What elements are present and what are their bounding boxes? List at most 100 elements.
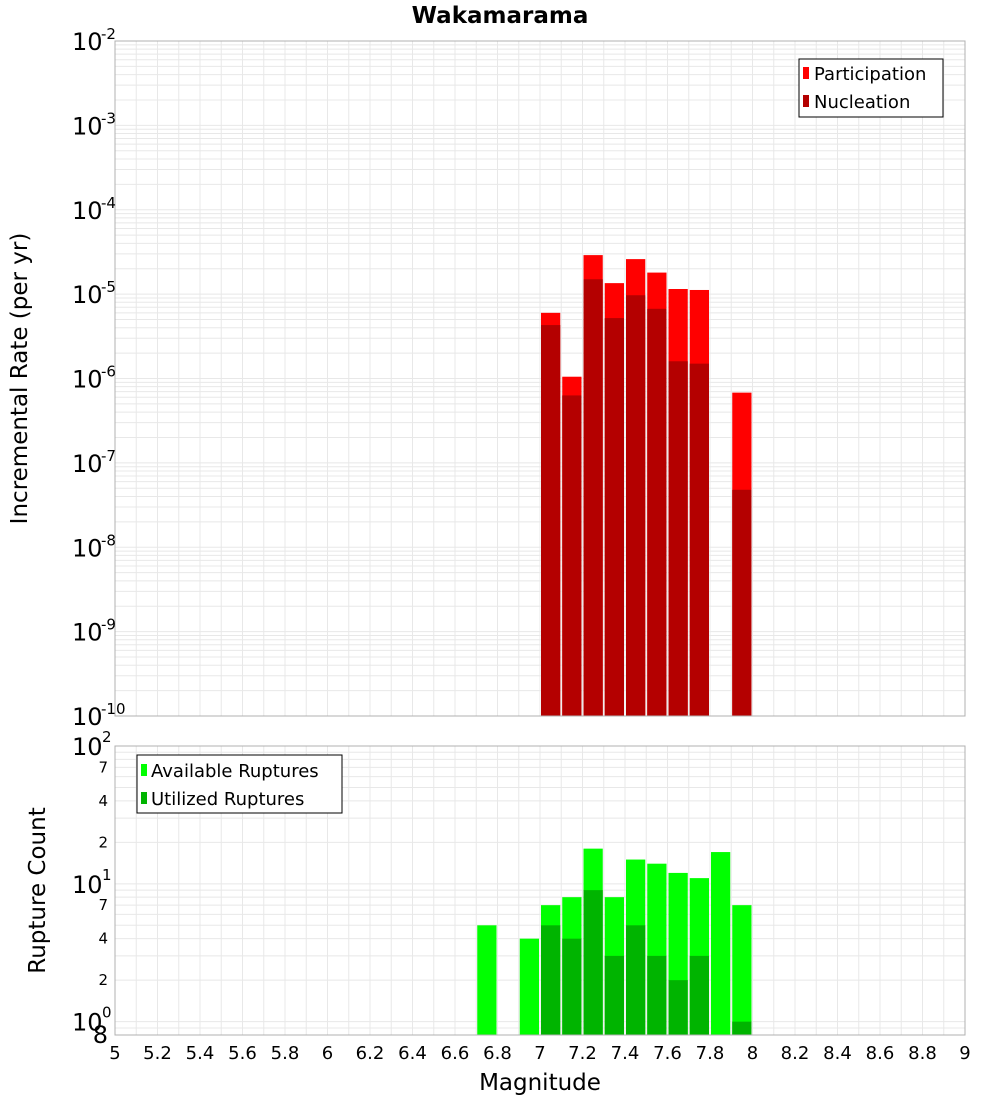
utilized-ruptures-bar: [689, 955, 709, 1035]
available-ruptures-bar: [732, 905, 752, 1035]
magnitude-x-tick-label: 7.4: [611, 1043, 640, 1064]
rate-legend-label: Nucleation: [814, 92, 910, 113]
utilized-ruptures-bar: [732, 1021, 752, 1035]
magnitude-x-tick-label: 6: [322, 1043, 333, 1064]
count-y-tick-exponent: 1: [102, 866, 112, 884]
nucleation-bar: [732, 489, 752, 716]
magnitude-x-tick-label: 7.8: [696, 1043, 725, 1064]
count-y-tick-base: 10: [72, 871, 103, 899]
utilized-ruptures-bar: [562, 938, 582, 1035]
magnitude-x-tick-label: 8.2: [781, 1043, 810, 1064]
nucleation-bar: [689, 363, 709, 716]
rate-y-tick-base: 10: [72, 281, 103, 309]
available-ruptures-bar: [519, 938, 539, 1035]
rate-y-tick-exponent: -5: [101, 278, 116, 296]
rate-legend-swatch: [803, 95, 809, 107]
count-y-tick-exponent: 0: [102, 1004, 112, 1022]
nucleation-bar: [541, 325, 561, 716]
utilized-ruptures-bar: [626, 925, 646, 1035]
count-y-minor-tick-label: 7: [98, 896, 108, 914]
utilized-ruptures-bar: [668, 980, 688, 1035]
rate-y-tick-exponent: -6: [101, 363, 116, 381]
magnitude-x-tick-label: 5.4: [186, 1043, 215, 1064]
count-legend-label: Available Ruptures: [151, 761, 319, 782]
count-y-tick-base: 10: [72, 1009, 103, 1037]
count-legend-swatch: [141, 792, 147, 804]
rate-y-tick-base: 10: [72, 703, 103, 731]
count-y-tick-base: 10: [72, 733, 103, 761]
count-legend-swatch: [141, 764, 147, 776]
count-y-minor-tick-label: 4: [98, 792, 108, 810]
rate-y-axis-label: Incremental Rate (per yr): [7, 233, 33, 525]
rate-y-tick-base: 10: [72, 366, 103, 394]
rate-legend-swatch: [803, 67, 809, 79]
rate-y-tick-exponent: -8: [101, 531, 116, 549]
rate-y-tick-base: 10: [72, 112, 103, 140]
rate-legend-label: Participation: [814, 64, 926, 85]
nucleation-bar: [562, 395, 582, 716]
nucleation-bar: [626, 295, 646, 716]
nucleation-bar: [647, 308, 667, 716]
rate-y-tick-exponent: -3: [101, 109, 116, 127]
magnitude-x-tick-label: 6.4: [398, 1043, 427, 1064]
rate-legend: Participation Nucleation: [798, 58, 944, 118]
magnitude-x-tick-label: 6.2: [356, 1043, 385, 1064]
magnitude-x-tick-label: 8: [747, 1043, 758, 1064]
utilized-ruptures-bar: [583, 890, 603, 1035]
count-y-minor-tick-label: 8: [93, 1021, 108, 1049]
rate-plot-frame: [114, 40, 966, 717]
magnitude-x-tick-label: 5.8: [271, 1043, 300, 1064]
available-ruptures-bar: [711, 852, 731, 1035]
rate-y-tick-base: 10: [72, 450, 103, 478]
rate-y-tick-base: 10: [72, 28, 103, 56]
count-y-minor-tick-label: 2: [98, 833, 108, 851]
rate-legend-box: [798, 58, 944, 118]
nucleation-bar: [604, 318, 624, 716]
nucleation-bar: [583, 279, 603, 716]
rate-y-tick-base: 10: [72, 197, 103, 225]
count-legend: Available Ruptures Utilized Ruptures: [136, 754, 343, 814]
utilized-ruptures-bar: [541, 925, 561, 1035]
magnitude-x-tick-label: 9: [959, 1043, 970, 1064]
count-legend-label: Utilized Ruptures: [151, 789, 304, 810]
rate-y-tick-base: 10: [72, 534, 103, 562]
count-y-minor-tick-label: 4: [98, 930, 108, 948]
count-legend-box: [136, 754, 343, 814]
chart-title: Wakamarama: [412, 3, 589, 29]
nucleation-bar: [668, 361, 688, 716]
count-bars: [477, 848, 752, 1035]
count-y-minor-tick-label: 2: [98, 971, 108, 989]
magnitude-x-tick-label: 8.4: [823, 1043, 852, 1064]
count-plot-frame: [114, 745, 966, 1036]
count-y-tick-exponent: 2: [102, 728, 112, 746]
count-y-minor-tick-label: 7: [98, 758, 108, 776]
utilized-ruptures-bar: [604, 955, 624, 1035]
magnitude-x-tick-label: 7.2: [568, 1043, 597, 1064]
available-ruptures-bar: [477, 925, 497, 1035]
rate-y-tick-exponent: -10: [101, 700, 126, 718]
rate-y-tick-exponent: -7: [101, 447, 116, 465]
rate-bars: [541, 255, 752, 716]
magnitude-x-tick-label: 5.6: [228, 1043, 257, 1064]
rate-y-tick-exponent: -4: [101, 194, 116, 212]
magnitude-x-tick-label: 8.6: [866, 1043, 895, 1064]
magnitude-x-tick-label: 6.6: [441, 1043, 470, 1064]
magnitude-x-tick-label: 5.2: [143, 1043, 172, 1064]
rate-gridlines: [114, 41, 966, 717]
rate-y-tick-exponent: -9: [101, 616, 116, 634]
count-y-axis-label: Rupture Count: [25, 807, 51, 973]
rate-y-tick-exponent: -2: [101, 25, 116, 43]
magnitude-x-tick-label: 7: [534, 1043, 545, 1064]
magnitude-x-tick-labels: 5 5.2 5.4 5.6 5.8 6 6.2 6.4 6.6 6.8 7 7.2 7.4 7.6 7.8 8…: [109, 1043, 970, 1064]
magnitude-x-tick-label: 5: [109, 1043, 120, 1064]
magnitude-x-tick-label: 6.8: [483, 1043, 512, 1064]
utilized-ruptures-bar: [647, 955, 667, 1035]
magnitude-x-tick-label: 8.8: [908, 1043, 937, 1064]
rate-y-tick-base: 10: [72, 619, 103, 647]
magnitude-x-tick-label: 7.6: [653, 1043, 682, 1064]
